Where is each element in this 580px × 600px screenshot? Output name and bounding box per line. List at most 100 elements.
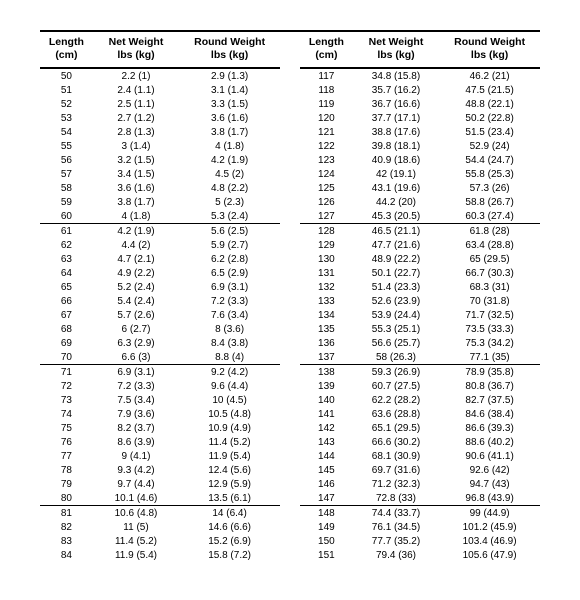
cell-net: 4 (1.8)	[93, 209, 179, 224]
cell-length: 147	[300, 491, 353, 506]
table-row: 675.7 (2.6)7.6 (3.4)	[40, 308, 280, 322]
table-row: 768.6 (3.9)11.4 (5.2)	[40, 435, 280, 449]
table-row: 12543.1 (19.6)57.3 (26)	[300, 181, 540, 195]
cell-length: 119	[300, 97, 353, 111]
cell-length: 70	[40, 350, 93, 365]
cell-length: 73	[40, 393, 93, 407]
table-row: 14772.8 (33)96.8 (43.9)	[300, 491, 540, 506]
cell-length: 150	[300, 534, 353, 548]
table-row: 8411.9 (5.4)15.8 (7.2)	[40, 548, 280, 562]
cell-length: 79	[40, 477, 93, 491]
cell-net: 2.2 (1)	[93, 68, 179, 83]
cell-round: 58.8 (26.7)	[439, 195, 540, 209]
cell-net: 58 (26.3)	[353, 350, 439, 365]
cell-net: 76.1 (34.5)	[353, 520, 439, 534]
cell-round: 88.6 (40.2)	[439, 435, 540, 449]
cell-net: 66.6 (30.2)	[353, 435, 439, 449]
cell-net: 11 (5)	[93, 520, 179, 534]
table-row: 13150.1 (22.7)66.7 (30.3)	[300, 266, 540, 280]
table-row: 593.8 (1.7)5 (2.3)	[40, 195, 280, 209]
cell-length: 136	[300, 336, 353, 350]
cell-round: 77.1 (35)	[439, 350, 540, 365]
cell-net: 7.2 (3.3)	[93, 379, 179, 393]
cell-net: 74.4 (33.7)	[353, 506, 439, 521]
cell-round: 10.5 (4.8)	[179, 407, 280, 421]
table-row: 11734.8 (15.8)46.2 (21)	[300, 68, 540, 83]
cell-length: 51	[40, 83, 93, 97]
cell-round: 6.5 (2.9)	[179, 266, 280, 280]
cell-length: 121	[300, 125, 353, 139]
cell-net: 5.4 (2.4)	[93, 294, 179, 308]
cell-round: 46.2 (21)	[439, 68, 540, 83]
cell-round: 5.6 (2.5)	[179, 224, 280, 239]
cell-round: 5.9 (2.7)	[179, 238, 280, 252]
cell-round: 75.3 (34.2)	[439, 336, 540, 350]
cell-length: 64	[40, 266, 93, 280]
cell-net: 6.9 (3.1)	[93, 365, 179, 380]
table-row: 542.8 (1.3)3.8 (1.7)	[40, 125, 280, 139]
table-row: 634.7 (2.1)6.2 (2.8)	[40, 252, 280, 266]
table-row: 799.7 (4.4)12.9 (5.9)	[40, 477, 280, 491]
table-row: 8010.1 (4.6)13.5 (6.1)	[40, 491, 280, 506]
table-row: 727.2 (3.3)9.6 (4.4)	[40, 379, 280, 393]
cell-net: 9.7 (4.4)	[93, 477, 179, 491]
table-row: 12239.8 (18.1)52.9 (24)	[300, 139, 540, 153]
cell-net: 79.4 (36)	[353, 548, 439, 562]
cell-round: 4.8 (2.2)	[179, 181, 280, 195]
weight-table-wrap: Length(cm) Net Weightlbs (kg) Round Weig…	[40, 30, 540, 562]
cell-length: 137	[300, 350, 353, 365]
left-column: Length(cm) Net Weightlbs (kg) Round Weig…	[40, 32, 280, 562]
cell-length: 149	[300, 520, 353, 534]
table-row: 14569.7 (31.6)92.6 (42)	[300, 463, 540, 477]
table-row: 13555.3 (25.1)73.5 (33.3)	[300, 322, 540, 336]
table-row: 15077.7 (35.2)103.4 (46.9)	[300, 534, 540, 548]
table-row: 8311.4 (5.2)15.2 (6.9)	[40, 534, 280, 548]
cell-length: 120	[300, 111, 353, 125]
cell-round: 10 (4.5)	[179, 393, 280, 407]
cell-net: 11.4 (5.2)	[93, 534, 179, 548]
col-length: Length(cm)	[300, 32, 353, 68]
cell-length: 141	[300, 407, 353, 421]
cell-length: 144	[300, 449, 353, 463]
cell-round: 71.7 (32.5)	[439, 308, 540, 322]
right-body: 11734.8 (15.8)46.2 (21)11835.7 (16.2)47.…	[300, 68, 540, 562]
cell-net: 7.5 (3.4)	[93, 393, 179, 407]
cell-round: 101.2 (45.9)	[439, 520, 540, 534]
table-row: 779 (4.1)11.9 (5.4)	[40, 449, 280, 463]
table-row: 583.6 (1.6)4.8 (2.2)	[40, 181, 280, 195]
cell-net: 56.6 (25.7)	[353, 336, 439, 350]
cell-net: 9.3 (4.2)	[93, 463, 179, 477]
cell-length: 66	[40, 294, 93, 308]
cell-net: 8.2 (3.7)	[93, 421, 179, 435]
cell-net: 5.2 (2.4)	[93, 280, 179, 294]
cell-length: 82	[40, 520, 93, 534]
cell-round: 105.6 (47.9)	[439, 548, 540, 562]
cell-round: 52.9 (24)	[439, 139, 540, 153]
cell-net: 8.6 (3.9)	[93, 435, 179, 449]
cell-round: 3.6 (1.6)	[179, 111, 280, 125]
cell-round: 2.9 (1.3)	[179, 68, 280, 83]
cell-net: 77.7 (35.2)	[353, 534, 439, 548]
cell-net: 10.1 (4.6)	[93, 491, 179, 506]
cell-length: 59	[40, 195, 93, 209]
table-row: 14265.1 (29.5)86.6 (39.3)	[300, 421, 540, 435]
cell-net: 36.7 (16.6)	[353, 97, 439, 111]
table-row: 644.9 (2.2)6.5 (2.9)	[40, 266, 280, 280]
cell-round: 73.5 (33.3)	[439, 322, 540, 336]
right-column: Length(cm) Net Weightlbs (kg) Round Weig…	[300, 32, 540, 562]
cell-length: 151	[300, 548, 353, 562]
cell-length: 62	[40, 238, 93, 252]
cell-net: 62.2 (28.2)	[353, 393, 439, 407]
cell-net: 4.2 (1.9)	[93, 224, 179, 239]
cell-round: 57.3 (26)	[439, 181, 540, 195]
table-row: 12442 (19.1)55.8 (25.3)	[300, 167, 540, 181]
table-row: 624.4 (2)5.9 (2.7)	[40, 238, 280, 252]
cell-length: 143	[300, 435, 353, 449]
cell-net: 3.4 (1.5)	[93, 167, 179, 181]
cell-length: 67	[40, 308, 93, 322]
table-row: 696.3 (2.9)8.4 (3.8)	[40, 336, 280, 350]
cell-round: 12.4 (5.6)	[179, 463, 280, 477]
cell-round: 7.6 (3.4)	[179, 308, 280, 322]
table-row: 716.9 (3.1)9.2 (4.2)	[40, 365, 280, 380]
cell-net: 7.9 (3.6)	[93, 407, 179, 421]
